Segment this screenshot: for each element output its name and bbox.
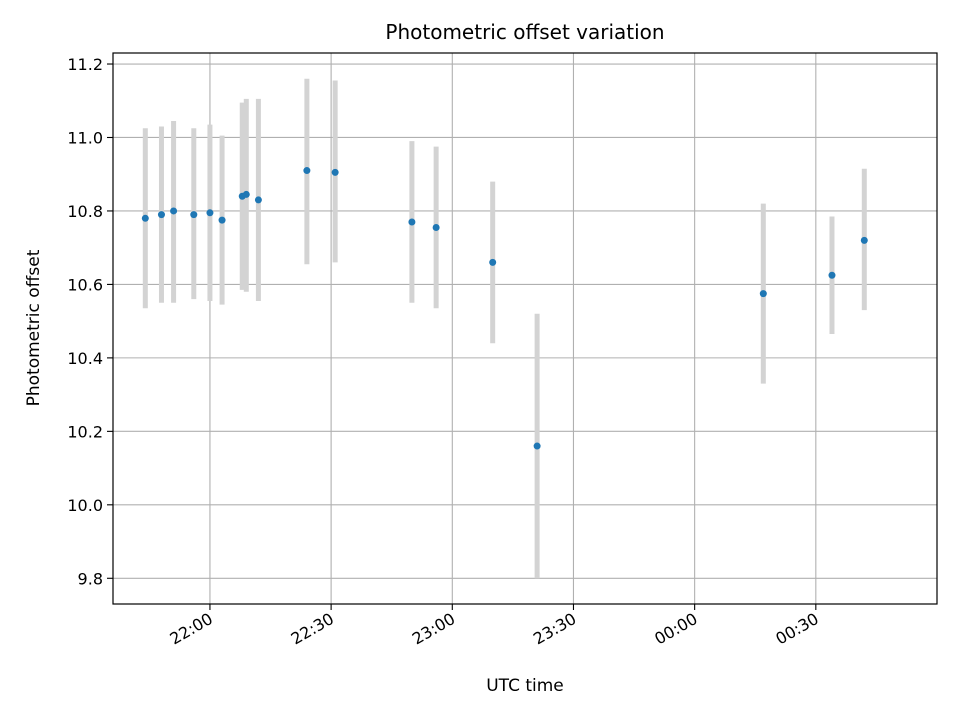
data-point — [489, 258, 497, 266]
chart-title: Photometric offset variation — [385, 20, 664, 44]
data-point — [828, 271, 836, 279]
y-axis: 9.8 10.0 10.2 10.4 10.6 10.8 11.0 11.2 — [67, 55, 113, 588]
data-point — [860, 236, 868, 244]
data-point — [254, 196, 262, 204]
data-point — [190, 211, 198, 219]
y-tick-label: 10.2 — [67, 422, 103, 441]
data-point — [533, 442, 541, 450]
data-points — [141, 167, 868, 450]
y-axis-label: Photometric offset — [24, 249, 44, 406]
y-tick-label: 11.0 — [67, 128, 103, 147]
data-point — [157, 211, 165, 219]
data-point — [170, 207, 178, 215]
data-point — [218, 216, 226, 224]
data-point — [141, 214, 149, 222]
data-point — [303, 167, 311, 175]
y-tick-label: 10.8 — [67, 202, 103, 221]
data-point — [331, 168, 339, 176]
plot-frame — [112, 52, 938, 605]
data-point — [206, 209, 214, 217]
y-tick-label: 10.6 — [67, 275, 103, 294]
data-point — [242, 190, 250, 198]
data-point — [432, 223, 440, 231]
data-point — [408, 218, 416, 226]
y-tick-label: 11.2 — [67, 55, 103, 74]
y-tick-label: 10.0 — [67, 496, 103, 515]
x-axis-label: UTC time — [486, 676, 564, 696]
data-point — [759, 290, 767, 298]
y-tick-label: 9.8 — [78, 569, 103, 588]
y-tick-label: 10.4 — [67, 349, 103, 368]
